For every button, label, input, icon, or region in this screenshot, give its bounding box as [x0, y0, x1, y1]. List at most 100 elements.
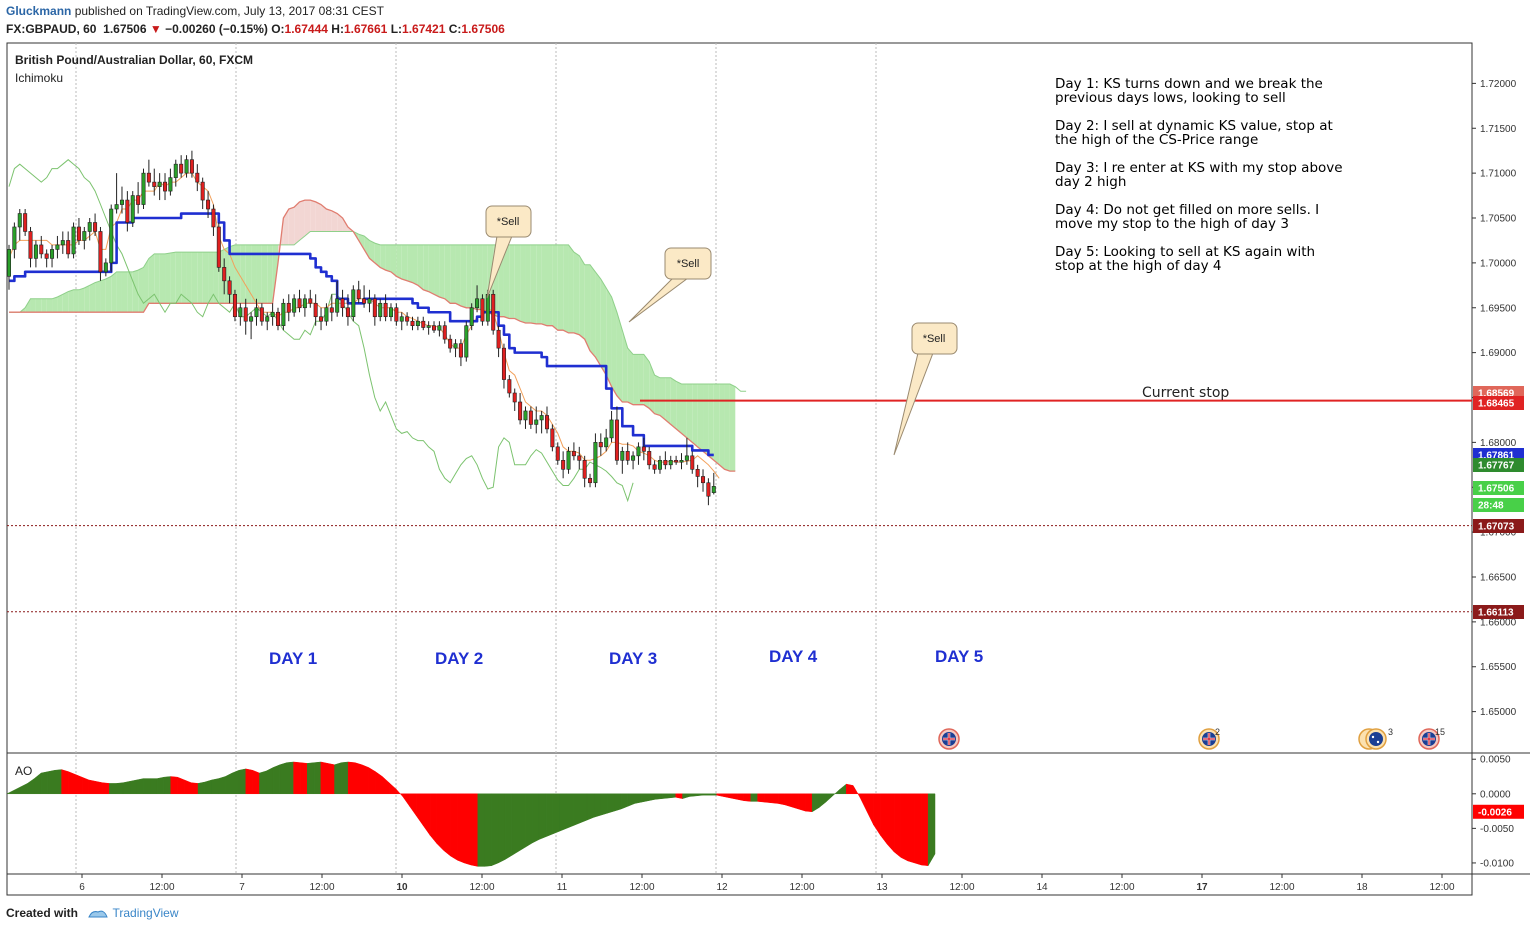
cloud-segment: [143, 258, 149, 313]
cloud-segment: [358, 234, 365, 250]
time-axis: 6 12:00 7 12:00 10 12:00 11 12:00 12 12:00 13 12:00…: [79, 874, 1455, 893]
cloud-segment: [127, 271, 133, 313]
cloud-segment: [234, 244, 241, 304]
candle-down: [200, 181, 205, 201]
day-label-2: DAY 2: [435, 649, 483, 668]
ao-bar: [457, 793, 465, 864]
cloud-segment: [181, 252, 187, 304]
ao-bar: [498, 793, 506, 864]
cloud-segment: [616, 312, 623, 402]
uk-flag-event-icon[interactable]: 15: [1418, 727, 1445, 750]
cloud-segment: [525, 244, 531, 324]
candle-up: [657, 460, 662, 470]
price-tick-label: 1.69500: [1480, 303, 1517, 314]
time-tick-label: 12:00: [789, 882, 814, 893]
ao-tick-label: 0.0050: [1480, 755, 1511, 766]
cloud-segment: [703, 384, 709, 456]
time-tick-label: 18: [1356, 882, 1368, 893]
candle-up: [523, 410, 528, 421]
time-tick-label: 12: [716, 882, 728, 893]
candle-up: [668, 460, 673, 466]
published-text: published on TradingView.com, July 13, 2…: [74, 4, 385, 18]
candle-down: [496, 329, 501, 349]
cloud-segment: [315, 201, 322, 232]
candle-down: [232, 293, 237, 318]
close-label: C:: [448, 22, 462, 36]
callout-3[interactable]: *Sell: [893, 322, 958, 456]
cloud-segment: [547, 244, 553, 326]
cloud-segment: [503, 244, 510, 319]
cloud-segment: [724, 384, 730, 472]
ao-bar: [614, 793, 622, 812]
cloud-segment: [573, 252, 580, 335]
candle-down: [491, 293, 496, 331]
candle-down: [690, 455, 695, 470]
price-tag-label: 1.67073: [1478, 522, 1515, 533]
ao-bar: [450, 793, 458, 861]
candle-up: [367, 298, 372, 304]
ao-bar: [573, 793, 581, 826]
cloud-segment: [245, 244, 252, 304]
tradingview-logo-icon[interactable]: [87, 908, 109, 919]
ao-bar: [177, 776, 185, 795]
price-tag-label: 1.66113: [1478, 608, 1514, 619]
candle-down: [286, 302, 291, 313]
candle-up: [141, 172, 146, 205]
ao-bar: [463, 793, 472, 866]
cloud-segment: [417, 244, 424, 290]
ao-bar: [320, 761, 328, 795]
ao-bar: [204, 779, 212, 795]
ao-bar: [354, 762, 363, 795]
ao-bar: [40, 771, 49, 795]
candle-up: [415, 320, 420, 327]
cloud-segment: [62, 291, 69, 313]
cloud-segment: [261, 244, 268, 304]
candle-down: [179, 163, 184, 174]
ao-bar: [880, 793, 888, 846]
cloud-segment: [681, 384, 687, 438]
event-count: 15: [1435, 727, 1445, 737]
candle-down: [410, 320, 415, 327]
time-tick-label: 12:00: [949, 882, 974, 893]
callout-3-text: *Sell: [923, 333, 946, 345]
ao-bar: [327, 763, 335, 795]
cloud-segment: [100, 279, 106, 313]
ao-title[interactable]: AO: [15, 764, 33, 778]
ao-bar: [245, 768, 253, 795]
callout-1[interactable]: *Sell: [485, 205, 532, 299]
ao-bar: [95, 781, 103, 795]
candle-up: [270, 311, 275, 318]
indicator-name[interactable]: Ichimoku: [15, 71, 64, 85]
cloud-segment: [41, 298, 47, 313]
high-label: H:: [331, 22, 344, 36]
ao-bar: [81, 776, 90, 795]
candle-up: [388, 307, 393, 318]
cloud-segment: [321, 204, 327, 232]
ao-bar: [914, 793, 922, 866]
callout-2[interactable]: *Sell: [628, 247, 712, 323]
candle-up: [238, 307, 243, 318]
candle-up: [103, 262, 108, 273]
au-flag-event-icon[interactable]: 3: [1358, 727, 1393, 750]
time-tick-label: 12:00: [1269, 882, 1294, 893]
uk-flag-event-icon[interactable]: 2: [1198, 727, 1220, 750]
cloud-segment: [676, 381, 682, 434]
ao-bar: [150, 778, 158, 795]
day-label-1: DAY 1: [269, 649, 317, 668]
day-label-5: DAY 5: [935, 647, 983, 666]
price-tag-label: 1.68465: [1478, 399, 1515, 410]
uk-flag-event-icon[interactable]: [938, 728, 960, 750]
author-name[interactable]: Gluckmann: [6, 4, 72, 18]
ao-bar: [368, 767, 376, 795]
cloud-segment: [159, 253, 166, 304]
price-tick-label: 1.72000: [1480, 79, 1517, 90]
candle-up: [109, 208, 114, 264]
time-tick-label: 12:00: [149, 882, 174, 893]
tradingview-link[interactable]: TradingView: [112, 906, 179, 920]
cloud-segment: [283, 209, 289, 245]
ao-tick-label: -0.0050: [1480, 824, 1514, 835]
candle-down: [319, 316, 324, 322]
candle-down: [146, 172, 151, 183]
cloud-segment: [713, 384, 720, 465]
